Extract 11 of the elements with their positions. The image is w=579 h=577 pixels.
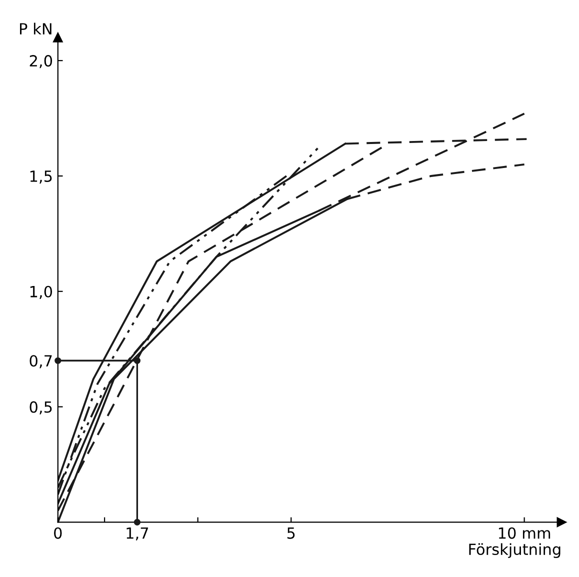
x-tick-label: 1,7 (126, 528, 148, 540)
y-axis-title: P kN (20, 22, 52, 34)
x-tick-label: 0 (54, 527, 62, 539)
x-tick-label: 5 (287, 528, 295, 539)
y-tick-label: 0,7 (30, 355, 52, 368)
x-axis-title: Förskjutning (469, 543, 560, 558)
y-tick-label: 1,0 (30, 286, 52, 299)
y-tick-label: 2,0 (30, 55, 52, 68)
y-tick-label: 1,5 (30, 170, 52, 184)
y-tick-label: 0,5 (30, 401, 52, 414)
x-tick-label: 10 mm (498, 527, 550, 539)
